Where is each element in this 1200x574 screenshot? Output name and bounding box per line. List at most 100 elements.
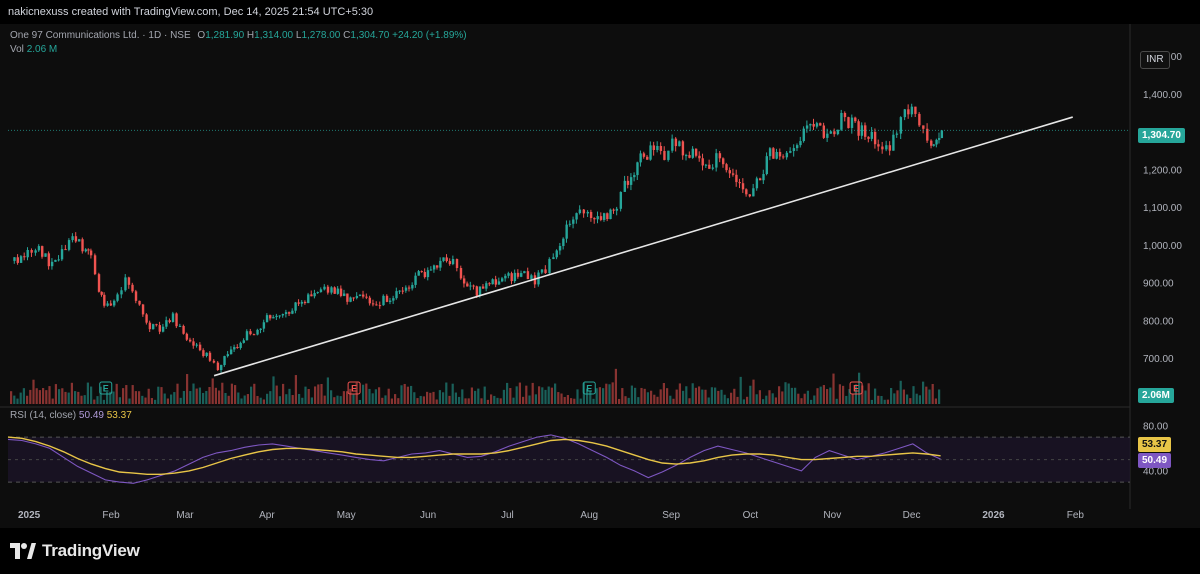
candle-body (659, 145, 663, 151)
volume-bar (221, 382, 224, 404)
close-label: C (343, 30, 351, 41)
volume-label[interactable]: Vol (10, 44, 24, 55)
volume-bar (810, 399, 813, 404)
currency-button[interactable]: INR (1140, 51, 1170, 69)
volume-bar (278, 396, 281, 404)
candle-body (131, 284, 134, 292)
volume-bar (342, 391, 345, 404)
volume-bar (384, 395, 387, 404)
volume-bar (262, 399, 265, 404)
candle-body (249, 331, 252, 335)
volume-bar (333, 397, 336, 404)
volume-bar (662, 382, 665, 404)
candle-body (388, 300, 392, 302)
candle-body (239, 342, 242, 348)
volume-bar (224, 392, 227, 404)
volume-bar (784, 382, 787, 404)
candle-body (208, 352, 212, 361)
earnings-marker (582, 381, 596, 395)
candle-body (168, 320, 171, 323)
volume-bar (682, 390, 685, 404)
volume-bar (298, 393, 301, 404)
candle-body (741, 183, 745, 190)
candle-body (216, 362, 220, 371)
candle-body (681, 141, 685, 156)
volume-bar (794, 387, 797, 404)
volume-bar (723, 394, 726, 404)
volume-bar (214, 387, 217, 404)
price-tick-label: 1,400.00 (1143, 90, 1182, 101)
volume-bar (125, 385, 128, 404)
rsi-tick-label: 80.00 (1143, 421, 1168, 432)
candle-body (922, 125, 925, 129)
volume-bar (650, 390, 653, 404)
chart-frame[interactable]: 1,500.001,400.001,300.001,200.001,100.00… (0, 24, 1200, 528)
candle-body (656, 145, 659, 150)
candle-body (19, 256, 23, 263)
price-tick-label: 700.00 (1143, 354, 1174, 365)
volume-bar (630, 385, 633, 404)
candle-body (907, 109, 910, 115)
candle-body (220, 365, 223, 371)
volume-bar (490, 394, 493, 404)
candle-body (881, 146, 884, 150)
candle-body (691, 148, 695, 158)
candle-body (113, 300, 116, 306)
candle-body (382, 295, 385, 306)
candle-body (134, 291, 138, 301)
rsi-label[interactable]: RSI (14, close) (10, 410, 77, 421)
candle-body (148, 322, 152, 330)
candle-body (633, 175, 636, 178)
volume-bar (653, 394, 656, 404)
candle-body (236, 347, 239, 349)
time-axis-label: Feb (1067, 510, 1085, 521)
volume-bar (720, 389, 723, 404)
candle-body (300, 301, 304, 304)
volume-bar (166, 398, 169, 404)
candle-body (485, 283, 488, 289)
volume-bar (141, 395, 144, 404)
volume-bar (698, 386, 701, 404)
volume-bar (419, 395, 422, 404)
candle-body (352, 297, 355, 299)
tradingview-logo[interactable]: TradingView (10, 541, 140, 561)
time-axis-label: Feb (102, 510, 120, 521)
volume-tag: 2.06M (1138, 388, 1174, 403)
candle-body (259, 328, 262, 330)
volume-bar (157, 386, 160, 404)
volume-bar (307, 389, 310, 404)
candle-body (513, 272, 517, 282)
earnings-marker (99, 381, 113, 395)
symbol-title[interactable]: One 97 Communications Ltd. · 1D · NSE (10, 30, 191, 41)
candle-body (809, 124, 812, 126)
candle-body (722, 158, 725, 165)
chart-canvas[interactable]: 1,500.001,400.001,300.001,200.001,100.00… (0, 24, 1200, 528)
candle-body (755, 178, 759, 189)
candle-body (903, 109, 907, 118)
candle-body (775, 151, 778, 159)
candle-body (155, 324, 158, 326)
change-value: +24.20 (+1.89%) (392, 30, 467, 41)
rsi-tag: 50.49 (1138, 453, 1172, 468)
candle-body (725, 164, 728, 171)
candle-body (745, 189, 748, 195)
candle-body (516, 272, 520, 277)
volume-bar (330, 390, 333, 404)
candle-body (552, 257, 555, 260)
volume-bar (134, 391, 137, 404)
tradingview-wordmark: TradingView (42, 541, 140, 560)
volume-bar (176, 383, 179, 404)
candle-body (548, 259, 551, 274)
volume-bar (51, 398, 54, 404)
volume-bar (736, 396, 739, 404)
volume-bar (160, 387, 163, 404)
candle-body (589, 211, 593, 218)
volume-bar (182, 391, 185, 404)
candle-body (175, 313, 178, 327)
volume-bar (352, 394, 355, 404)
volume-bar (560, 393, 563, 404)
candle-body (752, 188, 755, 197)
candle-body (738, 182, 741, 184)
candle-body (864, 125, 867, 137)
volume-bar (928, 389, 931, 404)
